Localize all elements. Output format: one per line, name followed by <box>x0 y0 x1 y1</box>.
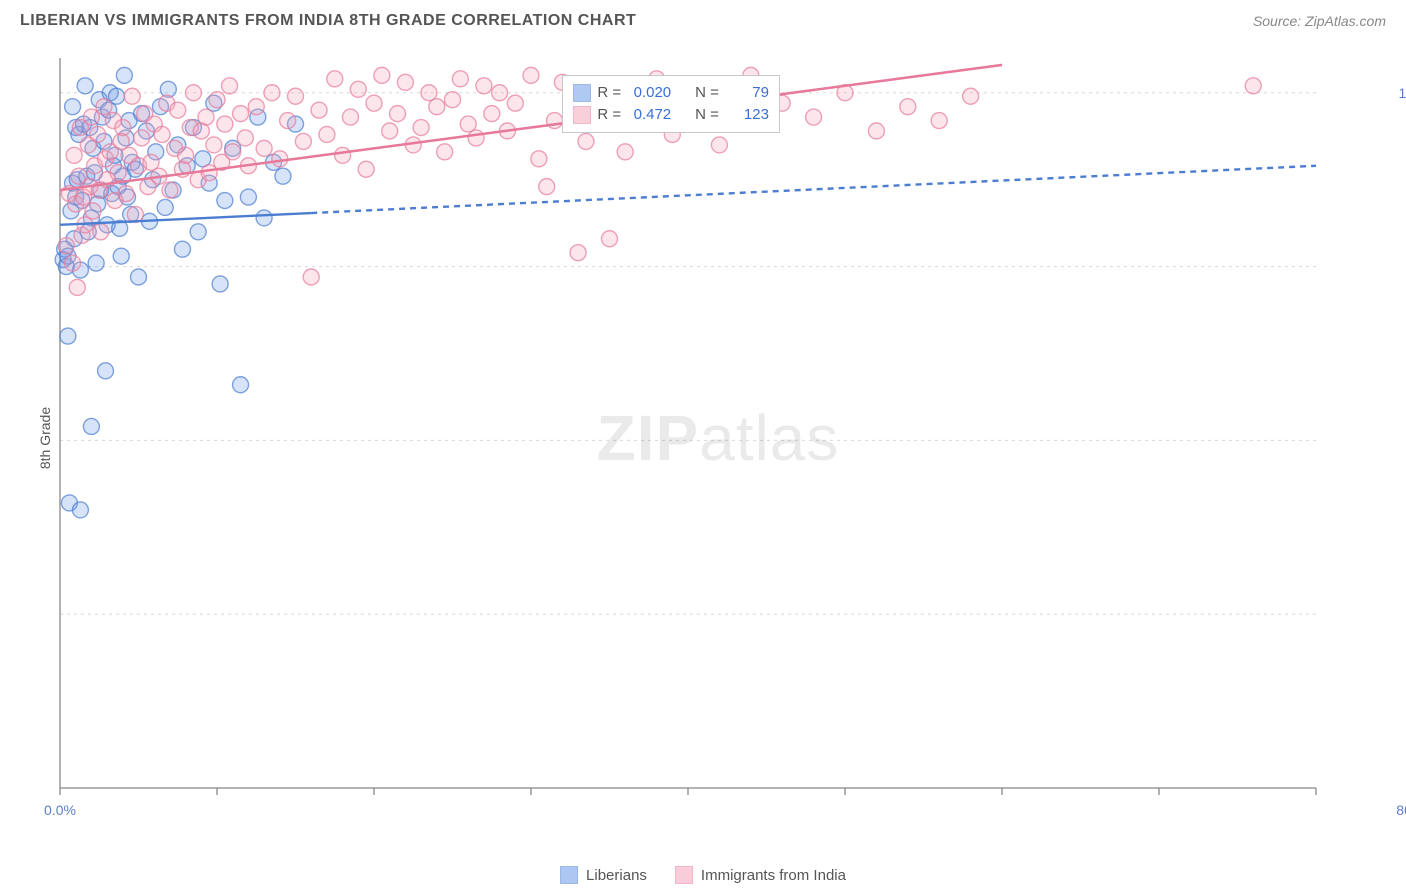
stat-r-label: R = <box>597 104 621 126</box>
stat-r-label: R = <box>597 82 621 104</box>
scatter-plot <box>50 48 1386 828</box>
x-tick-label: 80.0% <box>1396 802 1406 818</box>
stat-swatch-icon <box>573 106 591 124</box>
stat-n-label: N = <box>695 82 719 104</box>
stat-swatch-icon <box>573 84 591 102</box>
correlation-stats-box: R = 0.020 N = 79 R = 0.472 N = 123 <box>562 75 780 133</box>
y-tick-label: 100.0% <box>1399 85 1406 101</box>
bottom-legend: Liberians Immigrants from India <box>560 866 846 884</box>
stat-n-value: 79 <box>725 82 769 104</box>
x-tick-label: 0.0% <box>44 802 76 818</box>
legend-label: Liberians <box>586 867 647 884</box>
stat-row-india: R = 0.472 N = 123 <box>573 104 769 126</box>
chart-area: 8th Grade ZIPatlas R = 0.020 N = 79 R = … <box>50 48 1386 828</box>
stat-r-value: 0.472 <box>627 104 671 126</box>
stat-n-label: N = <box>695 104 719 126</box>
chart-title: LIBERIAN VS IMMIGRANTS FROM INDIA 8TH GR… <box>20 12 636 30</box>
chart-header: LIBERIAN VS IMMIGRANTS FROM INDIA 8TH GR… <box>0 0 1406 38</box>
legend-item: Immigrants from India <box>675 866 846 884</box>
legend-item: Liberians <box>560 866 647 884</box>
stat-r-value: 0.020 <box>627 82 671 104</box>
legend-label: Immigrants from India <box>701 867 846 884</box>
legend-swatch-icon <box>560 866 578 884</box>
legend-swatch-icon <box>675 866 693 884</box>
stat-row-liberians: R = 0.020 N = 79 <box>573 82 769 104</box>
source-attribution: Source: ZipAtlas.com <box>1253 13 1386 29</box>
stat-n-value: 123 <box>725 104 769 126</box>
